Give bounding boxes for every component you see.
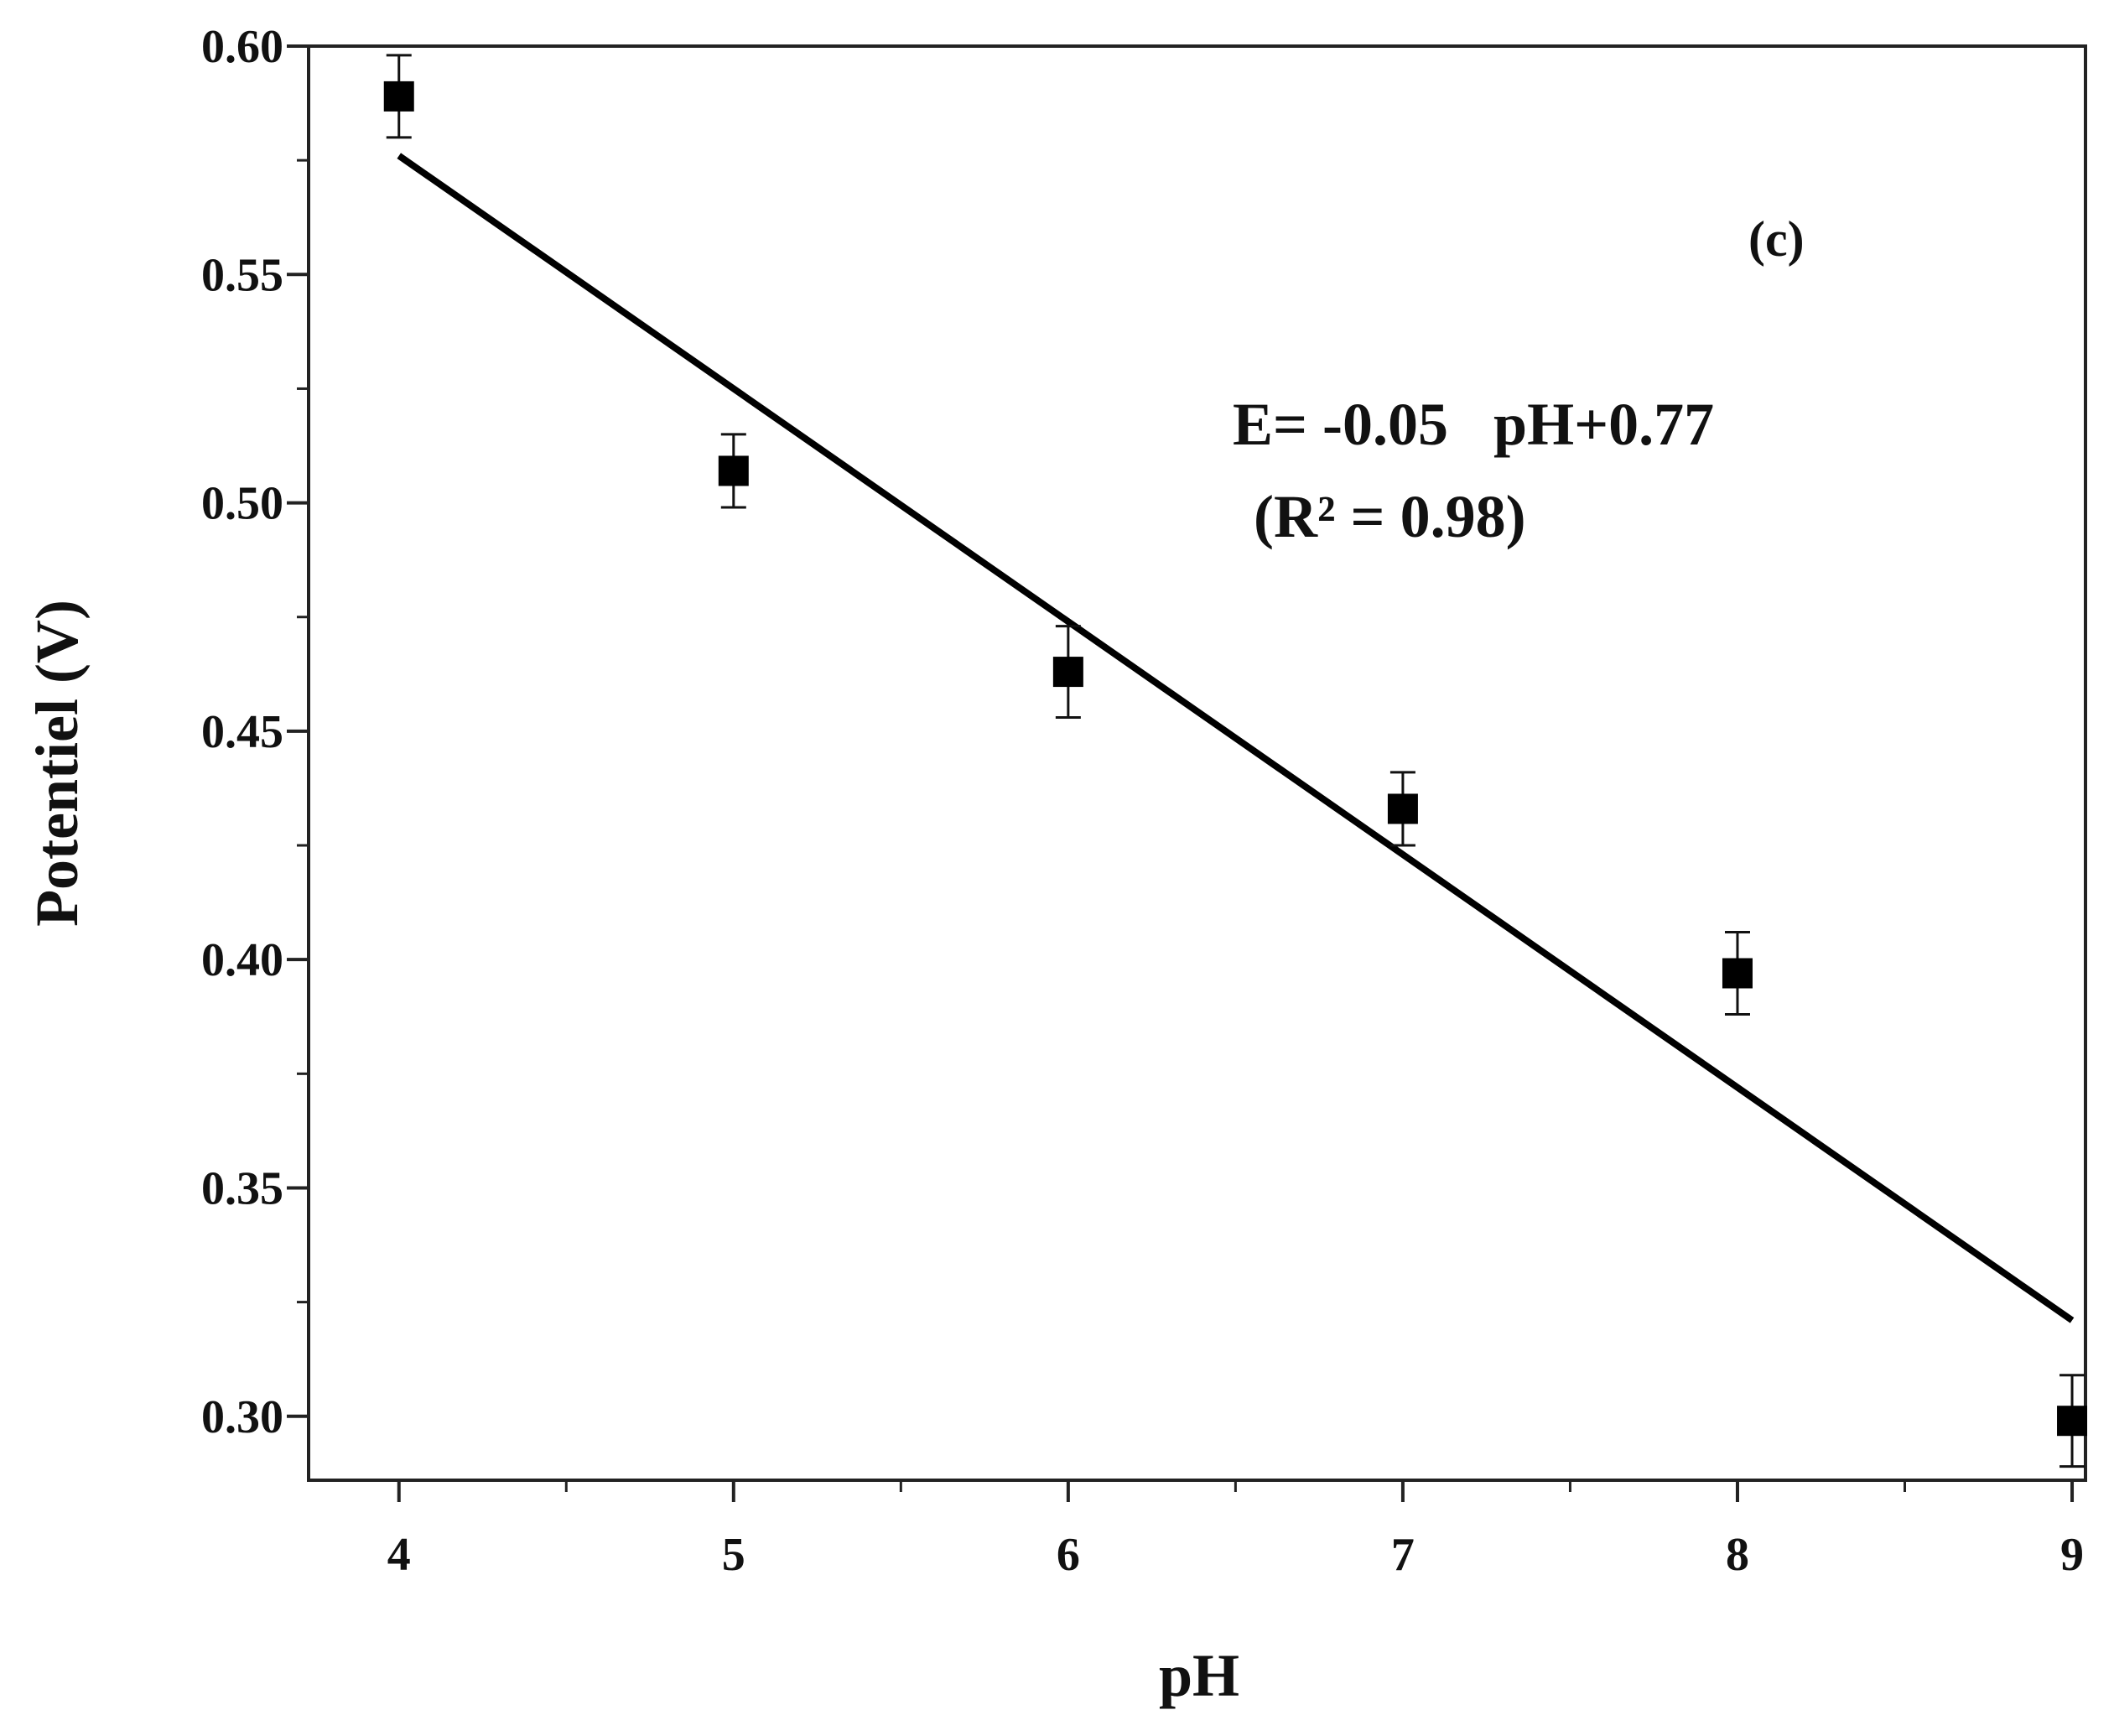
- y-tick-label: 0.45: [201, 706, 283, 758]
- data-point: [1722, 958, 1753, 989]
- data-points: [383, 54, 2088, 1468]
- y-tick-label: 0.50: [201, 478, 283, 530]
- x-tick-label: 5: [722, 1529, 745, 1581]
- y-axis: 0.30 0.35 0.40 0.45 0.50 0.55 0.60: [201, 21, 309, 1443]
- equation-annotation: E= -0.05 pH+0.77: [1233, 391, 1714, 458]
- x-axis: 4 5 6 7 8 9: [387, 1480, 2084, 1581]
- data-point: [1387, 793, 1418, 824]
- y-tick-label: 0.35: [201, 1162, 283, 1214]
- y-tick-label: 0.60: [201, 21, 283, 73]
- x-tick-label: 4: [387, 1529, 411, 1581]
- r-squared-annotation: (R² = 0.98): [1254, 483, 1526, 550]
- fit-line: [397, 153, 2075, 1323]
- x-tick-label: 7: [1391, 1529, 1415, 1581]
- y-axis-title: Potentiel (V): [23, 600, 91, 927]
- plot-frame: [307, 44, 2087, 1482]
- data-point: [2057, 1406, 2088, 1437]
- data-point: [1052, 657, 1083, 688]
- panel-label: (c): [1748, 211, 1805, 267]
- data-point: [718, 455, 749, 486]
- x-tick-label: 6: [1057, 1529, 1080, 1581]
- y-tick-label: 0.40: [201, 934, 283, 986]
- fit-line-group: [397, 153, 2075, 1323]
- x-tick-label: 9: [2060, 1529, 2084, 1581]
- y-tick-label: 0.55: [201, 249, 283, 301]
- y-tick-label: 0.30: [201, 1391, 283, 1443]
- data-point: [383, 81, 414, 112]
- x-tick-label: 8: [1726, 1529, 1749, 1581]
- x-axis-title: pH: [1159, 1642, 1239, 1709]
